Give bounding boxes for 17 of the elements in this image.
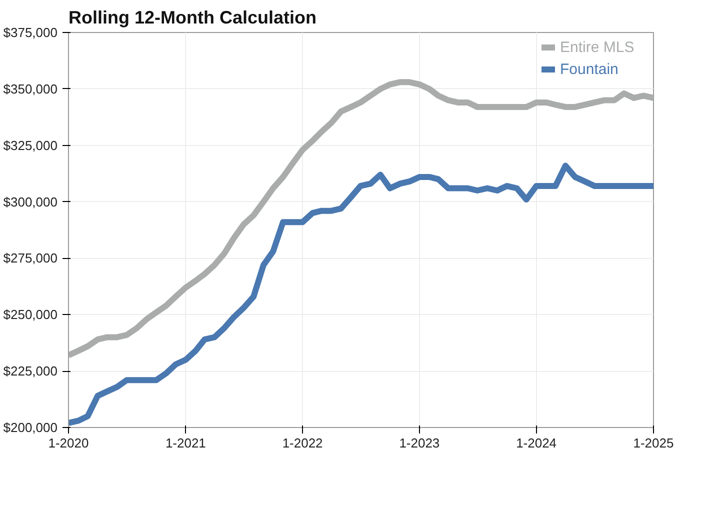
y-tick-label: $275,000 — [3, 250, 58, 266]
y-tick-label: $225,000 — [3, 364, 58, 379]
x-tick-label: 1-2022 — [282, 436, 323, 450]
y-tick-label: $300,000 — [3, 194, 58, 210]
x-tick-label: 1-2024 — [516, 436, 557, 450]
y-tick-label: $200,000 — [3, 420, 58, 435]
y-tick-label: $250,000 — [3, 307, 58, 322]
x-tick-label: 1-2025 — [633, 436, 674, 450]
x-tick-label: 1-2021 — [165, 436, 206, 450]
y-tick-label: $375,000 — [3, 25, 58, 40]
y-tick-label: $350,000 — [3, 81, 58, 96]
legend-label: Entire MLS — [560, 38, 634, 56]
legend-label: Fountain — [560, 60, 618, 78]
x-tick-label: 1-2020 — [48, 436, 89, 450]
y-tick-label: $325,000 — [3, 138, 58, 153]
chart-title: Rolling 12-Month Calculation — [68, 8, 316, 28]
x-tick-label: 1-2023 — [399, 436, 440, 450]
